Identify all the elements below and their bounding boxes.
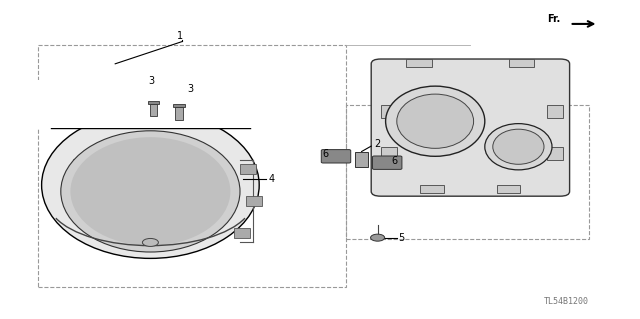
Bar (547, 147, 563, 160)
Text: 3: 3 (148, 76, 154, 86)
Text: 3: 3 (188, 84, 194, 94)
Bar (173, 104, 185, 107)
Bar (38, 45, 346, 287)
Bar (150, 104, 157, 116)
Ellipse shape (142, 239, 158, 247)
Bar (381, 105, 397, 118)
Ellipse shape (397, 94, 474, 148)
Bar (497, 185, 520, 193)
Bar (547, 105, 563, 118)
Bar (240, 164, 256, 174)
Bar (246, 196, 262, 206)
Bar (234, 228, 250, 238)
Ellipse shape (371, 234, 385, 241)
Bar (406, 59, 432, 67)
Ellipse shape (493, 129, 544, 164)
Text: Fr.: Fr. (547, 14, 561, 24)
Ellipse shape (485, 123, 552, 170)
Ellipse shape (385, 86, 485, 156)
Bar (175, 107, 183, 120)
Text: 6: 6 (392, 156, 398, 166)
Ellipse shape (61, 131, 240, 252)
Text: TL54B1200: TL54B1200 (544, 297, 589, 306)
Bar (381, 147, 397, 160)
Bar (509, 59, 534, 67)
Ellipse shape (70, 137, 230, 246)
FancyBboxPatch shape (371, 59, 570, 196)
FancyBboxPatch shape (372, 156, 402, 169)
Bar (22, 80, 278, 128)
FancyBboxPatch shape (321, 150, 351, 163)
Text: 1: 1 (177, 31, 184, 41)
Text: 2: 2 (374, 139, 381, 149)
Bar (346, 105, 589, 239)
Bar (355, 152, 368, 167)
Text: 5: 5 (398, 233, 404, 243)
Text: 4: 4 (269, 174, 275, 184)
Text: 6: 6 (322, 149, 328, 159)
Ellipse shape (42, 112, 259, 258)
Bar (148, 101, 159, 104)
Bar (420, 185, 444, 193)
